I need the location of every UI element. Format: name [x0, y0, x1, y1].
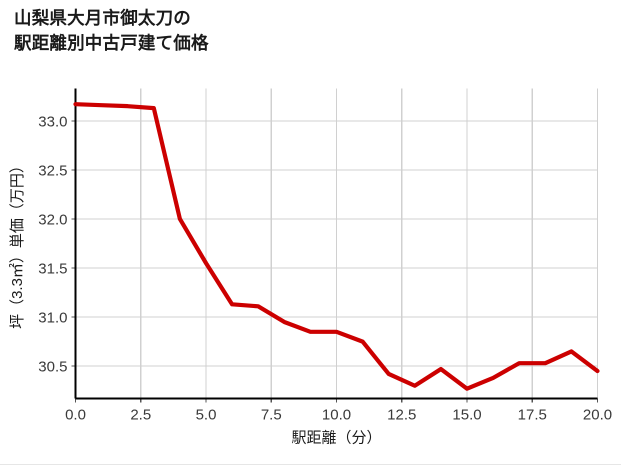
x-tick-label: 17.5: [518, 407, 547, 424]
x-tick-label: 20.0: [583, 407, 612, 424]
x-tick-label: 15.0: [452, 407, 481, 424]
data-line-series: [73, 102, 600, 391]
y-tick-label: 32.5: [38, 162, 67, 179]
y-tick-label: 30.5: [38, 359, 67, 376]
tick-labels-group: 30.5 31.0 31.5 32.0 32.5 33.0 0.0 2.5 5.0 7.5 10.0…: [38, 113, 612, 423]
gridlines-group: [74, 88, 599, 399]
x-tick-label: 5.0: [196, 407, 217, 424]
x-tick-label: 12.5: [387, 407, 416, 424]
y-tick-label: 31.0: [38, 310, 67, 327]
y-tick-label: 32.0: [38, 211, 67, 228]
data-series-group: [73, 102, 600, 391]
y-tick-label: 33.0: [38, 113, 67, 130]
axis-titles-group: 駅距離（分） 坪（3.3㎡）単価（万円）: [9, 158, 382, 446]
y-axis-title: 坪（3.3㎡）単価（万円）: [9, 158, 26, 329]
chart-title: 山梨県大月市御太刀の 駅距離別中古戸建て価格: [14, 8, 209, 54]
x-tick-label: 2.5: [130, 407, 151, 424]
x-axis-title: 駅距離（分）: [291, 429, 381, 447]
axis-spines-group: [71, 88, 599, 403]
x-tick-label: 7.5: [261, 407, 282, 424]
x-tick-label: 0.0: [65, 407, 86, 424]
x-tick-label: 10.0: [322, 407, 351, 424]
y-tick-label: 31.5: [38, 261, 67, 278]
